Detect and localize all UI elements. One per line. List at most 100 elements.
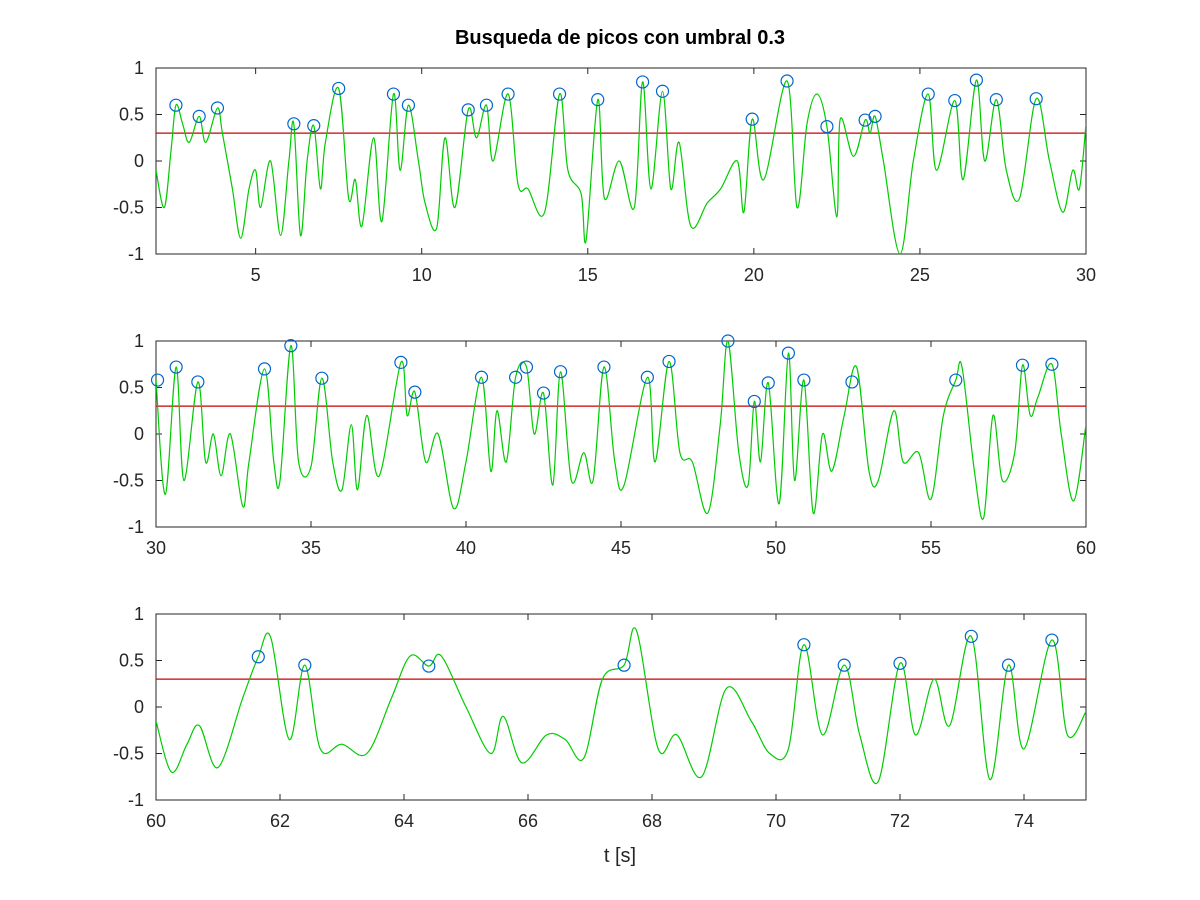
peak-marker — [640, 370, 654, 384]
subplot-2: 30 35 40 45 50 55 60 1 0.5 0 -0.5 -1 — [113, 331, 1096, 558]
x-tick-label: 20 — [744, 265, 764, 285]
x-tick-label: 72 — [890, 811, 910, 831]
peak-marker — [536, 386, 551, 400]
peak-marker — [298, 658, 312, 672]
peak-marker — [1029, 92, 1043, 106]
peak-marker — [192, 109, 206, 123]
peak-marker — [845, 375, 859, 389]
peak-marker — [837, 658, 851, 672]
chart-title: Busqueda de picos con umbral 0.3 — [455, 27, 785, 49]
y-tick-label: -1 — [128, 790, 144, 810]
x-tick-label: 40 — [456, 538, 476, 558]
y-tick-label: -1 — [128, 244, 144, 264]
x-tick-label: 30 — [146, 538, 166, 558]
peak-marker — [401, 98, 416, 112]
x-tick-label: 55 — [921, 538, 941, 558]
peak-marker — [169, 360, 183, 374]
peak-marker — [617, 658, 631, 672]
x-tick-label: 60 — [146, 811, 166, 831]
peak-marker — [781, 346, 796, 360]
peak-marker — [553, 365, 568, 379]
peak-marker — [1015, 358, 1030, 372]
x-tick-label: 70 — [766, 811, 786, 831]
x-tick-label: 5 — [251, 265, 261, 285]
axes-box-3 — [155, 613, 1087, 801]
peak-marker — [408, 385, 422, 399]
peak-marker — [635, 75, 650, 89]
peak-marker — [315, 371, 329, 385]
peak-marker — [191, 375, 205, 389]
y-tick-label: -1 — [128, 517, 144, 537]
peak-marker — [868, 109, 882, 123]
peak-marker — [501, 87, 515, 101]
signal-line — [156, 341, 1086, 520]
peak-marker — [797, 373, 811, 387]
x-tick-label: 60 — [1076, 538, 1096, 558]
peak-marker — [1045, 357, 1059, 371]
peak-marker — [893, 656, 907, 670]
peak-marker — [655, 84, 670, 98]
y-tick-label: -0.5 — [113, 744, 144, 764]
peak-marker — [721, 334, 735, 348]
x-tick-label: 15 — [578, 265, 598, 285]
y-tick-label: 1 — [134, 331, 144, 351]
x-tick-label: 30 — [1076, 265, 1096, 285]
peak-marker — [591, 93, 605, 107]
x-tick-label: 50 — [766, 538, 786, 558]
y-tick-label: 0 — [134, 424, 144, 444]
peak-marker — [461, 103, 475, 117]
y-tick-label: -0.5 — [113, 471, 144, 491]
y-tick-label: 0.5 — [119, 105, 144, 125]
peak-marker — [552, 87, 567, 101]
peak-marker — [761, 376, 775, 390]
peak-marker — [386, 87, 401, 101]
peak-marker — [1045, 633, 1059, 647]
x-tick-label: 64 — [394, 811, 414, 831]
peak-marker — [662, 354, 676, 369]
x-tick-label: 25 — [910, 265, 930, 285]
x-tick-label: 45 — [611, 538, 631, 558]
peak-marker — [479, 98, 494, 112]
peak-marker — [797, 638, 811, 652]
peak-marker — [508, 370, 523, 384]
peak-marker — [1001, 658, 1016, 672]
peak-marker — [257, 362, 272, 376]
y-tick-label: 0.5 — [119, 378, 144, 398]
x-tick-label: 66 — [518, 811, 538, 831]
x-tick-label: 62 — [270, 811, 290, 831]
peak-marker — [948, 93, 962, 108]
peak-marker — [969, 73, 983, 87]
peak-marker — [474, 370, 489, 384]
peak-marker — [210, 101, 225, 115]
peak-marker — [394, 355, 408, 369]
peak-marker — [287, 117, 301, 131]
axes-box-1 — [155, 67, 1087, 255]
peak-marker — [519, 360, 534, 374]
axes-box-2 — [155, 340, 1087, 528]
peak-marker — [949, 373, 963, 387]
peak-marker — [284, 339, 298, 353]
y-tick-label: 1 — [134, 58, 144, 78]
peak-marker — [745, 112, 759, 126]
x-tick-label: 35 — [301, 538, 321, 558]
peak-marker — [422, 659, 436, 673]
y-tick-label: 0 — [134, 697, 144, 717]
y-tick-label: 0.5 — [119, 651, 144, 671]
subplot-1: 5 10 15 20 25 30 1 0.5 0 -0.5 -1 — [113, 58, 1096, 285]
x-tick-label: 10 — [412, 265, 432, 285]
x-tick-label: 74 — [1014, 811, 1034, 831]
signal-line — [156, 627, 1086, 785]
peak-marker — [169, 98, 183, 112]
y-tick-label: -0.5 — [113, 198, 144, 218]
peak-marker — [307, 119, 321, 133]
peak-marker — [597, 360, 611, 374]
peak-marker — [921, 87, 935, 101]
x-axis-label: t [s] — [604, 845, 636, 867]
peak-marker — [332, 81, 346, 96]
peak-marker — [989, 93, 1003, 107]
peak-marker — [964, 629, 978, 643]
y-tick-label: 0 — [134, 151, 144, 171]
peak-marker — [251, 650, 265, 664]
